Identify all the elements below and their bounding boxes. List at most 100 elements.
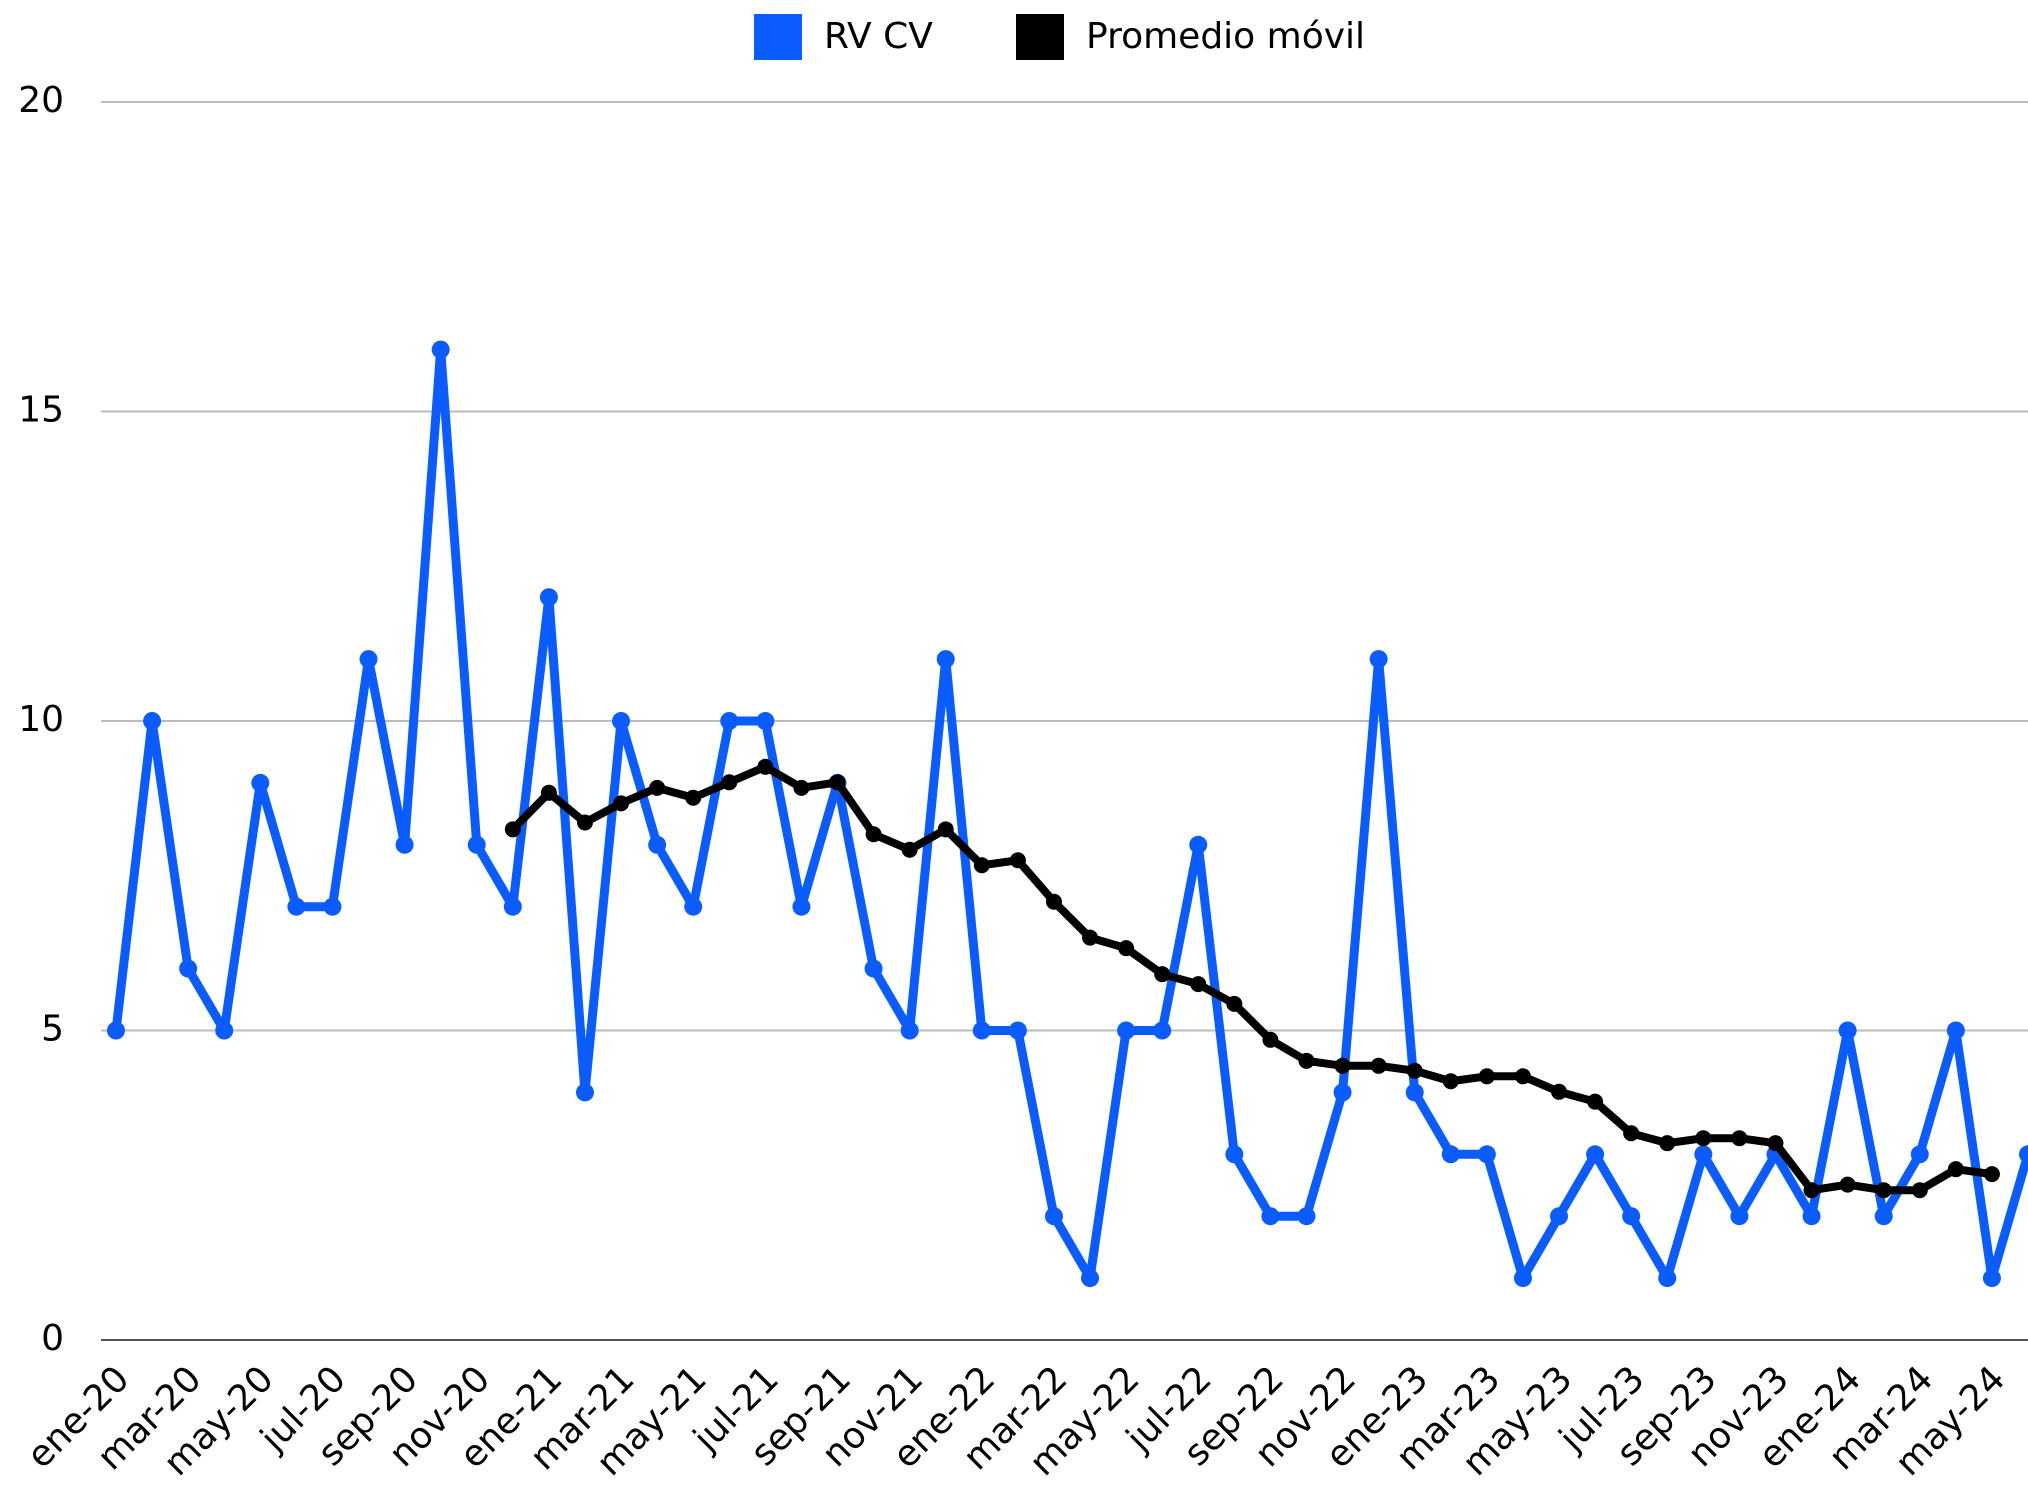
- data-point: [1983, 1166, 2000, 1183]
- data-point: [1297, 1207, 1316, 1226]
- data-point: [1838, 1021, 1857, 1040]
- data-point: [973, 857, 990, 874]
- legend-swatch: [1016, 14, 1064, 60]
- y-tick-label: 20: [18, 80, 64, 121]
- data-point: [901, 841, 918, 858]
- data-point: [613, 795, 630, 812]
- data-point: [1623, 1125, 1640, 1142]
- data-point: [1694, 1145, 1713, 1164]
- data-point: [865, 826, 882, 843]
- data-point: [721, 774, 738, 791]
- data-point: [467, 835, 486, 854]
- data-point: [576, 814, 593, 831]
- data-point: [1226, 995, 1243, 1012]
- data-point: [649, 779, 666, 796]
- data-point: [503, 897, 522, 916]
- data-point: [1767, 1135, 1784, 1152]
- data-point: [323, 897, 342, 916]
- data-point: [1911, 1182, 1928, 1199]
- data-point: [648, 835, 667, 854]
- data-point: [757, 758, 774, 775]
- data-point: [540, 784, 557, 801]
- data-point: [1009, 852, 1026, 869]
- data-point: [395, 835, 414, 854]
- data-point: [2019, 1145, 2028, 1164]
- data-point: [287, 897, 306, 916]
- data-point: [1333, 1083, 1352, 1102]
- data-point: [1874, 1207, 1893, 1226]
- data-point: [1946, 1021, 1965, 1040]
- data-point: [107, 1021, 125, 1040]
- data-point: [1153, 1021, 1172, 1040]
- data-point: [575, 1083, 594, 1102]
- data-point: [936, 650, 955, 669]
- y-tick-label: 5: [41, 1009, 64, 1050]
- data-point: [143, 712, 162, 730]
- data-point: [829, 774, 846, 791]
- data-point: [1190, 976, 1207, 993]
- data-point: [1441, 1145, 1460, 1164]
- data-point: [179, 959, 198, 978]
- data-point: [792, 897, 811, 916]
- data-point: [1082, 929, 1099, 946]
- data-point: [612, 712, 631, 730]
- data-point: [1045, 893, 1062, 910]
- data-point: [1008, 1021, 1027, 1040]
- data-point: [1261, 1207, 1280, 1226]
- data-point: [215, 1021, 234, 1040]
- series-line: [509, 762, 1993, 1195]
- data-point: [1910, 1145, 1929, 1164]
- data-point: [1731, 1130, 1748, 1147]
- data-point: [431, 340, 450, 359]
- legend-swatch: [754, 14, 802, 60]
- data-point: [1622, 1207, 1641, 1226]
- data-point: [1154, 966, 1171, 983]
- data-point: [685, 789, 702, 806]
- data-point: [1551, 1083, 1568, 1100]
- data-point: [1875, 1182, 1892, 1199]
- data-point: [1478, 1068, 1495, 1085]
- data-point: [1405, 1083, 1424, 1102]
- data-point: [1298, 1052, 1315, 1069]
- data-point: [251, 773, 270, 792]
- y-tick-label: 10: [18, 699, 64, 740]
- legend-label: RV CV: [824, 16, 933, 57]
- data-point: [359, 650, 378, 669]
- data-point: [864, 959, 883, 978]
- data-point: [1802, 1207, 1821, 1226]
- data-point: [756, 712, 775, 730]
- data-point: [684, 897, 703, 916]
- data-point: [972, 1021, 991, 1040]
- data-point: [1406, 1062, 1423, 1079]
- data-point: [539, 588, 558, 607]
- data-point: [1118, 940, 1135, 957]
- data-point: [504, 821, 521, 838]
- data-point: [1550, 1207, 1569, 1226]
- data-point: [1587, 1093, 1604, 1110]
- data-point: [1586, 1145, 1605, 1164]
- data-point: [793, 779, 810, 796]
- data-point: [1514, 1068, 1531, 1085]
- data-point: [900, 1021, 919, 1040]
- data-point: [1225, 1145, 1244, 1164]
- y-tick-label: 0: [41, 1318, 64, 1359]
- data-point: [1442, 1073, 1459, 1090]
- data-point: [720, 712, 739, 730]
- data-point: [1477, 1145, 1496, 1164]
- series-line: [111, 345, 2028, 1283]
- data-point: [1370, 1057, 1387, 1074]
- data-point: [1695, 1130, 1712, 1147]
- data-point: [937, 821, 954, 838]
- data-point: [1947, 1161, 1964, 1178]
- y-tick-label: 15: [18, 390, 64, 431]
- data-point: [1334, 1057, 1351, 1074]
- data-point: [1803, 1182, 1820, 1199]
- data-point: [1982, 1269, 2001, 1288]
- data-point: [1839, 1176, 1856, 1193]
- data-point: [1044, 1207, 1063, 1226]
- data-point: [1513, 1269, 1532, 1288]
- data-point: [1659, 1135, 1676, 1152]
- data-point: [1658, 1269, 1677, 1288]
- data-point: [1369, 650, 1388, 669]
